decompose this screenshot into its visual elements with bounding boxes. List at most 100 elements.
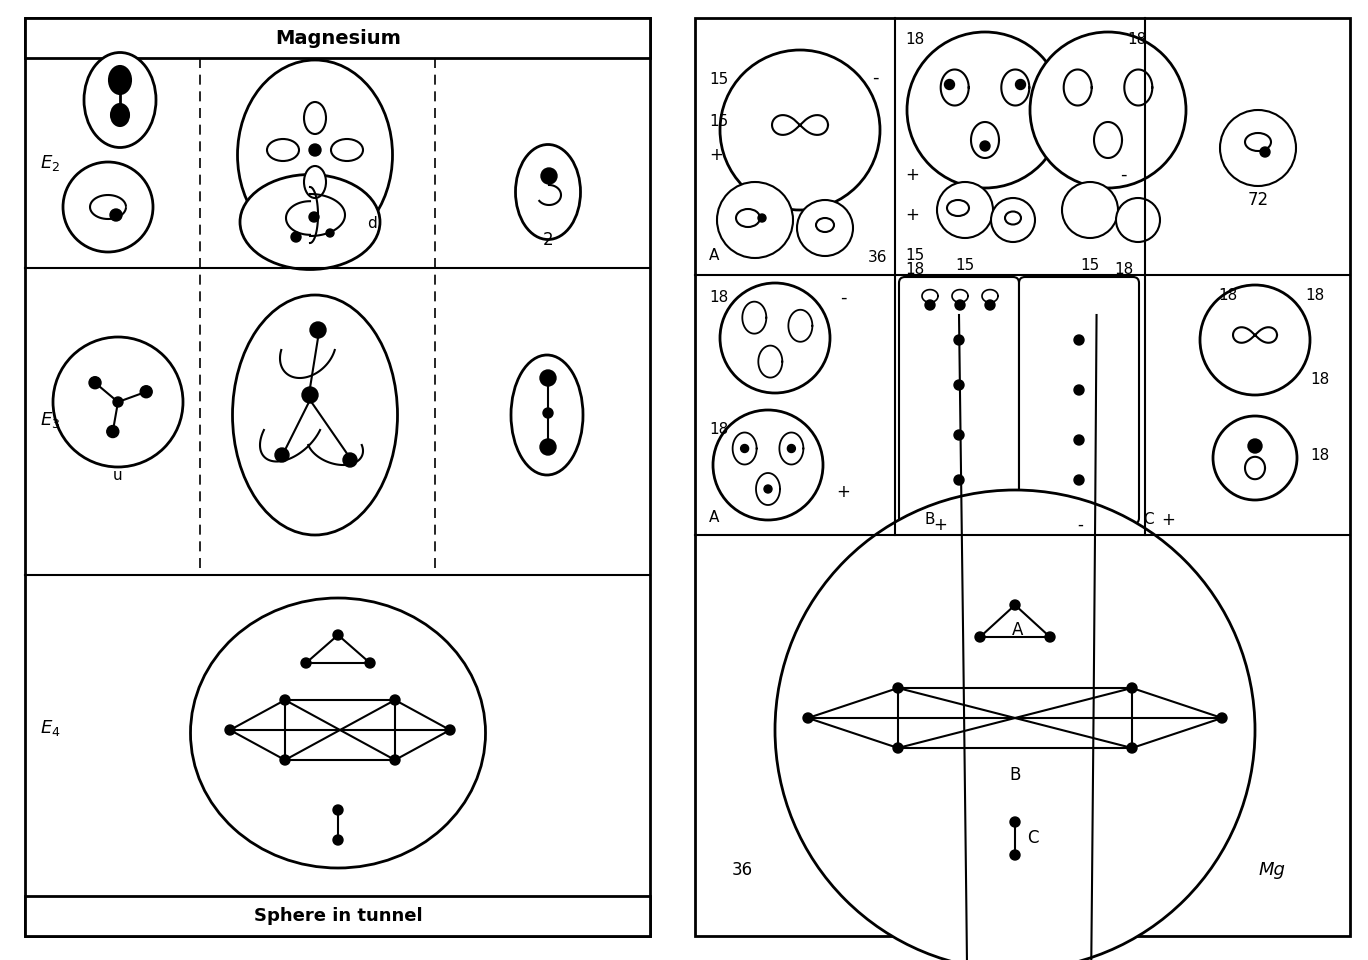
Circle shape — [1260, 147, 1270, 157]
FancyBboxPatch shape — [899, 277, 1019, 524]
Ellipse shape — [516, 145, 580, 239]
Circle shape — [365, 658, 375, 668]
Text: +: + — [906, 166, 919, 184]
Circle shape — [740, 444, 748, 452]
Circle shape — [776, 490, 1254, 960]
Ellipse shape — [83, 53, 156, 148]
Circle shape — [893, 743, 903, 753]
Circle shape — [107, 425, 119, 438]
Ellipse shape — [267, 139, 300, 161]
Ellipse shape — [815, 218, 834, 232]
Text: +: + — [1161, 511, 1175, 529]
Circle shape — [798, 200, 854, 256]
Circle shape — [1248, 439, 1263, 453]
Circle shape — [720, 50, 880, 210]
Text: 72: 72 — [1248, 191, 1268, 209]
Text: A: A — [709, 511, 720, 525]
Ellipse shape — [109, 66, 131, 94]
Bar — [695, 18, 1350, 936]
Circle shape — [953, 430, 964, 440]
Circle shape — [332, 835, 343, 845]
Text: d: d — [367, 217, 376, 231]
Text: $E_3$: $E_3$ — [40, 410, 60, 430]
Circle shape — [343, 453, 357, 467]
Circle shape — [301, 658, 311, 668]
Circle shape — [953, 335, 964, 345]
Circle shape — [390, 755, 399, 765]
Circle shape — [1045, 632, 1055, 642]
Circle shape — [1030, 32, 1186, 188]
Bar — [25, 18, 650, 936]
Circle shape — [540, 439, 555, 455]
Text: 36: 36 — [732, 861, 752, 879]
Circle shape — [1074, 435, 1083, 445]
Ellipse shape — [512, 355, 583, 475]
Text: 36: 36 — [869, 250, 888, 265]
Ellipse shape — [304, 166, 326, 198]
Circle shape — [1127, 683, 1137, 693]
Circle shape — [803, 713, 813, 723]
Circle shape — [1074, 335, 1083, 345]
Text: 15: 15 — [906, 248, 925, 262]
Circle shape — [1074, 475, 1083, 485]
Circle shape — [114, 397, 123, 407]
Text: C: C — [1027, 829, 1038, 847]
Circle shape — [893, 683, 903, 693]
Circle shape — [540, 370, 555, 386]
Text: 18: 18 — [1127, 33, 1146, 47]
Text: 18: 18 — [1115, 262, 1134, 277]
Ellipse shape — [331, 139, 363, 161]
Ellipse shape — [239, 175, 380, 270]
Circle shape — [1062, 182, 1118, 238]
FancyBboxPatch shape — [1019, 277, 1140, 524]
Circle shape — [280, 695, 290, 705]
Text: +: + — [933, 516, 947, 534]
Ellipse shape — [233, 295, 398, 535]
Circle shape — [1213, 416, 1297, 500]
Ellipse shape — [1245, 133, 1271, 151]
Text: 18: 18 — [1311, 447, 1330, 463]
Circle shape — [1127, 743, 1137, 753]
Circle shape — [763, 485, 772, 493]
Circle shape — [326, 229, 334, 237]
Circle shape — [1015, 80, 1026, 89]
Circle shape — [309, 144, 321, 156]
Text: C: C — [1142, 513, 1153, 527]
Circle shape — [224, 725, 235, 735]
Text: -: - — [840, 289, 847, 307]
Text: 18: 18 — [709, 422, 728, 438]
Text: +: + — [836, 483, 850, 501]
Circle shape — [332, 630, 343, 640]
Circle shape — [1074, 385, 1083, 395]
Text: $E_2$: $E_2$ — [40, 153, 60, 173]
Circle shape — [1200, 285, 1311, 395]
Circle shape — [990, 198, 1036, 242]
Text: +: + — [906, 206, 919, 224]
Circle shape — [390, 695, 399, 705]
Bar — [25, 18, 650, 58]
Circle shape — [89, 376, 101, 389]
Text: 18: 18 — [709, 291, 728, 305]
Circle shape — [985, 300, 995, 310]
Circle shape — [1116, 198, 1160, 242]
Text: 15: 15 — [709, 73, 728, 87]
Circle shape — [445, 725, 456, 735]
Circle shape — [291, 232, 301, 242]
Bar — [25, 896, 650, 936]
Circle shape — [1010, 817, 1021, 827]
Text: +: + — [709, 146, 722, 164]
Circle shape — [309, 212, 319, 222]
Ellipse shape — [1005, 211, 1021, 225]
Circle shape — [63, 162, 153, 252]
Circle shape — [925, 300, 934, 310]
Text: -: - — [871, 69, 878, 87]
Circle shape — [953, 380, 964, 390]
Circle shape — [140, 386, 152, 397]
Circle shape — [788, 444, 795, 452]
Circle shape — [907, 32, 1063, 188]
Circle shape — [543, 408, 553, 418]
Circle shape — [109, 209, 122, 221]
Ellipse shape — [190, 598, 486, 868]
Circle shape — [540, 168, 557, 184]
Ellipse shape — [111, 104, 129, 126]
